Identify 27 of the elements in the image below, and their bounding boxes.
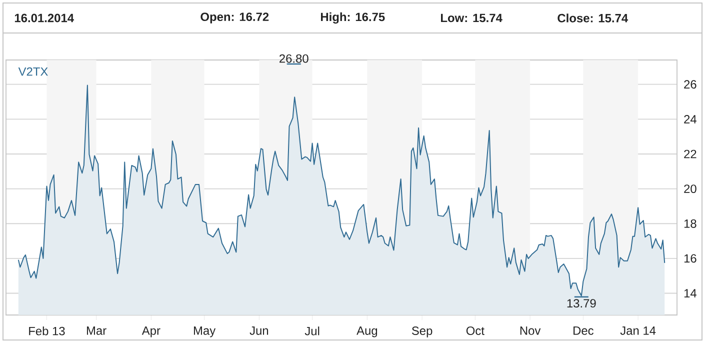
- x-tick-label: Nov: [520, 326, 541, 335]
- y-tick-label: 26: [684, 80, 696, 89]
- x-tick-label: Oct: [466, 326, 484, 335]
- text: Open: 16.72: [200, 12, 269, 24]
- x-tick-label: Sep: [412, 326, 432, 338]
- text: 16.01.2014: [14, 14, 74, 22]
- x-tick-label: Jul: [304, 326, 320, 336]
- text: Close: 15.74: [558, 14, 628, 22]
- text: Low: 15.74: [441, 14, 502, 22]
- y-tick-label: 18: [684, 219, 696, 228]
- x-tick-label: Dec: [574, 326, 594, 335]
- x-tick-label: Feb 13: [29, 326, 65, 336]
- y-tick-label: 14: [684, 289, 696, 298]
- text: High: 16.75: [321, 12, 385, 24]
- y-tick-label: 22: [684, 150, 696, 158]
- y-tick-label: 24: [684, 115, 696, 124]
- annotation: 13.79: [567, 299, 596, 308]
- y-tick-label: 16: [684, 254, 696, 263]
- x-tick-label: Jun: [250, 326, 268, 335]
- x-tick-label: Jan 14: [620, 326, 656, 335]
- y-tick-label: 20: [684, 184, 696, 194]
- x-tick-label: May: [194, 326, 216, 338]
- annotation: 26.80: [280, 54, 308, 63]
- x-tick-label: Aug: [356, 326, 378, 338]
- x-tick-label: Mar: [86, 326, 106, 335]
- x-tick-label: Apr: [142, 326, 160, 338]
- text: V2TX: [18, 67, 48, 76]
